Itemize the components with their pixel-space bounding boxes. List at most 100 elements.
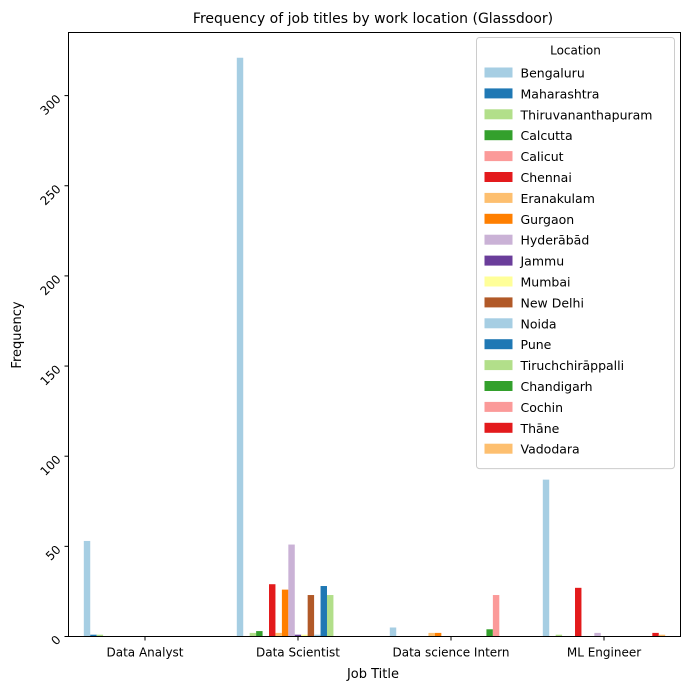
legend-swatch xyxy=(484,172,513,182)
legend-label: Bengaluru xyxy=(521,66,585,81)
legend-item: Chennai xyxy=(484,170,572,185)
legend-label: Chennai xyxy=(521,170,572,185)
bar xyxy=(314,634,321,637)
legend-swatch xyxy=(484,130,513,141)
legend-frame xyxy=(476,37,675,470)
y-axis-label: Frequency xyxy=(10,301,25,368)
legend-item: Maharashtra xyxy=(484,86,600,101)
legend-swatch xyxy=(484,213,513,224)
plot-area-frame xyxy=(68,32,681,637)
legend-item: Hyderābād xyxy=(484,233,590,248)
legend-label: Eranakulam xyxy=(521,191,595,206)
bar xyxy=(275,632,282,637)
bar xyxy=(269,584,276,637)
bars-group xyxy=(83,57,666,637)
legend-swatch xyxy=(484,276,513,287)
x-axis-label: Job Title xyxy=(346,667,399,682)
bar xyxy=(236,57,244,637)
legend-label: Chandigarh xyxy=(521,379,593,394)
legend-swatch xyxy=(484,339,513,350)
legend-label: Tiruchchirāppalli xyxy=(520,358,625,373)
legend-item: Gurgaon xyxy=(484,212,575,227)
legend-label: New Delhi xyxy=(521,295,584,310)
bar xyxy=(326,595,334,637)
legend-label: Calcutta xyxy=(521,128,573,143)
legend-item: Calicut xyxy=(484,149,564,164)
y-tick-label: 0 xyxy=(48,633,63,648)
bar xyxy=(555,634,563,637)
legend-swatch xyxy=(484,443,513,454)
legend-item: Bengaluru xyxy=(484,66,585,81)
bar xyxy=(492,595,500,637)
legend-item: Mumbai xyxy=(484,275,571,290)
legend-label: Hyderābād xyxy=(521,233,590,248)
bar xyxy=(428,632,435,637)
bar xyxy=(288,544,295,637)
bar xyxy=(389,627,397,637)
legend-label: Vadodara xyxy=(521,442,580,457)
legend-swatch xyxy=(484,318,513,329)
legend-label: Gurgaon xyxy=(521,212,575,227)
legend-swatch xyxy=(484,234,513,245)
bar xyxy=(249,632,257,637)
legend-label: Calicut xyxy=(521,149,564,164)
legend-label: Jammu xyxy=(520,254,565,269)
legend-title: Location xyxy=(550,44,601,58)
bar xyxy=(575,587,582,637)
legend-item: Calcutta xyxy=(484,128,573,143)
legend-item: Noida xyxy=(484,316,557,331)
legend-swatch xyxy=(484,297,513,308)
chart-title: Frequency of job titles by work location… xyxy=(193,11,553,27)
x-tick-label: Data Analyst xyxy=(106,646,183,660)
bar xyxy=(658,634,666,637)
legend-label: Cochin xyxy=(521,400,564,415)
bar xyxy=(486,629,493,637)
x-tick-label: Data Scientist xyxy=(256,646,340,660)
legend-item: Chandigarh xyxy=(484,379,593,394)
y-tick-label: 200 xyxy=(38,272,64,298)
legend-swatch xyxy=(484,109,513,120)
legend-swatch xyxy=(484,67,513,78)
legend-item: Tiruchchirāppalli xyxy=(484,358,625,373)
bar xyxy=(256,631,263,637)
y-tick-label: 250 xyxy=(38,182,64,208)
legend-item: Vadodara xyxy=(484,442,580,457)
legend-swatch xyxy=(484,422,513,433)
legend-label: Thiruvananthapuram xyxy=(520,107,653,122)
legend-item: New Delhi xyxy=(484,295,584,310)
legend-label: Noida xyxy=(521,316,557,331)
legend-swatch xyxy=(484,192,513,203)
x-tick-label: ML Engineer xyxy=(567,646,641,660)
legend-label: Maharashtra xyxy=(521,86,600,101)
y-axis: 0 50 100 150 200 250 300 xyxy=(38,92,69,648)
legend-item: Thāne xyxy=(484,421,560,436)
legend-item: Thiruvananthapuram xyxy=(484,107,653,122)
legend-item: Pune xyxy=(484,337,552,352)
y-tick-label: 300 xyxy=(38,92,64,118)
y-tick-label: 50 xyxy=(43,543,64,564)
legend-swatch xyxy=(484,360,513,371)
legend-swatch xyxy=(484,151,513,162)
legend-item: Jammu xyxy=(484,254,565,269)
legend-item: Eranakulam xyxy=(484,191,595,206)
legend-label: Mumbai xyxy=(521,275,571,290)
legend-label: Pune xyxy=(521,337,552,352)
legend-swatch xyxy=(484,88,513,99)
x-tick-label: Data science Intern xyxy=(393,646,510,660)
bar xyxy=(307,595,315,637)
bar xyxy=(320,586,327,637)
bar xyxy=(652,632,659,637)
bar xyxy=(542,479,550,637)
bar xyxy=(301,634,308,637)
bar xyxy=(594,632,601,637)
legend-swatch xyxy=(484,381,513,391)
bar xyxy=(281,589,289,637)
bar xyxy=(96,634,104,637)
y-tick-label: 100 xyxy=(38,452,64,478)
y-tick-label: 150 xyxy=(38,362,64,388)
x-axis: Data Analyst Data Scientist Data science I… xyxy=(106,636,641,660)
bar xyxy=(83,540,91,637)
legend: Location Bengaluru Maharashtra Thiruvananth… xyxy=(476,37,675,470)
legend-item: Cochin xyxy=(484,400,564,415)
